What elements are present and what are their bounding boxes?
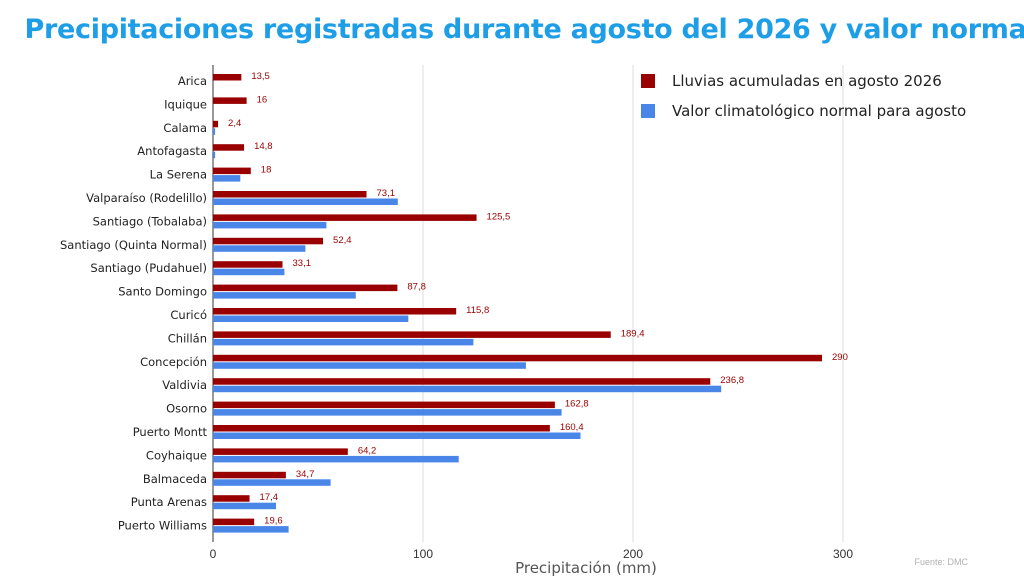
bar-valor-normal	[213, 151, 216, 159]
category-label: Curicó	[170, 308, 207, 322]
category-label: Balmaceda	[143, 472, 207, 486]
category-label: Osorno	[166, 402, 207, 416]
bar-valor-normal	[213, 338, 474, 346]
data-label: 2,4	[228, 118, 241, 129]
x-tick-label: 0	[210, 547, 217, 561]
bar-lluvias-2026	[213, 308, 457, 315]
category-label: Santiago (Tobalaba)	[93, 214, 207, 228]
bar-valor-normal	[213, 245, 306, 252]
bar-valor-normal	[213, 292, 356, 299]
data-label: 160,4	[560, 422, 584, 433]
bar-valor-normal	[213, 432, 581, 439]
data-label: 17,4	[260, 492, 279, 503]
bar-lluvias-2026	[213, 214, 477, 221]
bar-lluvias-2026	[213, 191, 367, 198]
legend-label: Valor climatológico normal para agosto	[672, 102, 966, 120]
category-label: Valparaíso (Rodelillo)	[86, 191, 207, 205]
data-label: 34,7	[296, 469, 315, 480]
data-label: 115,8	[466, 305, 489, 316]
category-label: Iquique	[164, 97, 207, 111]
bar-lluvias-2026	[213, 97, 247, 104]
bar-lluvias-2026	[213, 425, 550, 432]
data-label: 236,8	[720, 375, 744, 386]
bar-lluvias-2026	[213, 261, 283, 268]
bar-valor-normal	[213, 198, 398, 205]
data-label: 52,4	[333, 235, 352, 246]
x-tick-label: 300	[833, 547, 853, 561]
bar-lluvias-2026	[213, 120, 219, 128]
data-label: 290	[832, 352, 848, 363]
data-label: 16	[257, 94, 268, 105]
bar-valor-normal	[213, 128, 216, 135]
bar-valor-normal	[213, 362, 526, 369]
bar-lluvias-2026	[213, 495, 250, 502]
bar-valor-normal	[213, 479, 331, 486]
bar-valor-normal	[213, 526, 289, 533]
bar-lluvias-2026	[213, 378, 711, 385]
bar-lluvias-2026	[213, 518, 255, 526]
category-label: Coyhaique	[146, 448, 207, 462]
bar-lluvias-2026	[213, 331, 611, 338]
bar-lluvias-2026	[213, 471, 286, 479]
data-label: 189,4	[621, 328, 645, 339]
category-label: Punta Arenas	[131, 495, 207, 509]
bar-valor-normal	[213, 315, 409, 322]
bar-valor-normal	[213, 268, 285, 276]
x-tick-label: 200	[623, 547, 643, 561]
category-label: Santiago (Pudahuel)	[90, 261, 207, 275]
bar-lluvias-2026	[213, 74, 242, 81]
bar-valor-normal	[213, 385, 722, 393]
data-label: 18	[261, 165, 272, 176]
category-label: Santo Domingo	[118, 285, 207, 299]
data-label: 125,5	[487, 211, 511, 222]
category-label: Calama	[163, 121, 207, 135]
data-label: 64,2	[358, 445, 377, 456]
category-label: Antofagasta	[137, 144, 207, 158]
data-label: 33,1	[293, 258, 312, 269]
x-axis-title: Precipitación (mm)	[515, 559, 657, 577]
data-label: 13,5	[251, 71, 270, 82]
bar-lluvias-2026	[213, 144, 245, 151]
x-tick-label: 100	[413, 547, 433, 561]
bar-valor-normal	[213, 175, 241, 182]
bar-valor-normal	[213, 221, 327, 229]
data-label: 14,8	[254, 141, 273, 152]
data-label: 87,8	[407, 282, 426, 293]
category-label: Arica	[178, 74, 207, 88]
bar-lluvias-2026	[213, 237, 324, 245]
data-label: 19,6	[264, 516, 283, 527]
bar-lluvias-2026	[213, 401, 555, 409]
bar-valor-normal	[213, 455, 459, 463]
category-label: Chillán	[168, 331, 207, 345]
source-note: Fuente: DMC	[914, 557, 968, 567]
chart-title: Precipitaciones registradas durante agos…	[24, 14, 1024, 45]
legend-label: Lluvias acumuladas en agosto 2026	[672, 72, 942, 90]
category-label: Valdivia	[162, 378, 207, 392]
category-label: La Serena	[150, 168, 207, 182]
bar-valor-normal	[213, 409, 562, 416]
category-label: Puerto Williams	[118, 519, 207, 533]
bar-lluvias-2026	[213, 167, 251, 175]
bar-valor-normal	[213, 502, 276, 510]
category-label: Puerto Montt	[133, 425, 208, 439]
bar-lluvias-2026	[213, 354, 822, 362]
data-label: 162,8	[565, 399, 589, 410]
bar-lluvias-2026	[213, 284, 398, 292]
bar-lluvias-2026	[213, 448, 348, 455]
legend-swatch	[641, 104, 655, 118]
category-label: Santiago (Quinta Normal)	[60, 238, 207, 252]
data-label: 73,1	[377, 188, 396, 199]
category-label: Concepción	[140, 355, 207, 369]
legend-swatch	[641, 74, 655, 88]
